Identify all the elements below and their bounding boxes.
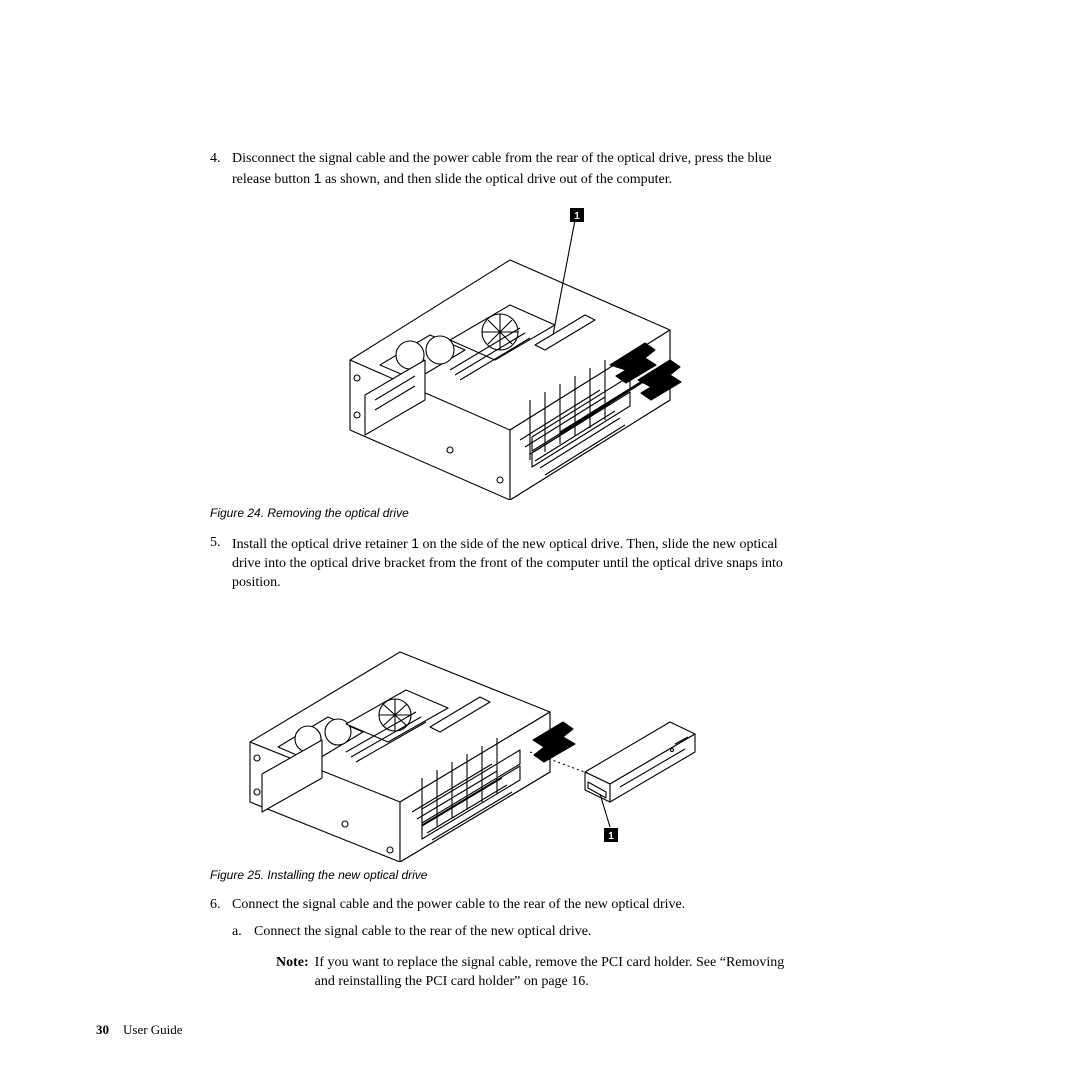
fig25-callout-label: 1	[608, 831, 614, 842]
step-6a: a. Connect the signal cable to the rear …	[232, 923, 790, 992]
note-body: If you want to replace the signal cable,…	[315, 954, 790, 992]
footer-title: User Guide	[123, 1022, 183, 1037]
figure-25-caption: Figure 25. Installing the new optical dr…	[210, 868, 790, 882]
note: Note: If you want to replace the signal …	[276, 954, 790, 992]
page: 4. Disconnect the signal cable and the p…	[0, 0, 1080, 1080]
page-number: 30	[96, 1022, 109, 1037]
figure-24-illustration: 1	[210, 200, 790, 500]
step-4-body: Disconnect the signal cable and the powe…	[232, 150, 790, 190]
figure-25: 1 Figure 25. Installing the new optical …	[210, 602, 790, 882]
step-5-callout: 1	[411, 535, 419, 551]
step-4: 4. Disconnect the signal cable and the p…	[210, 150, 790, 190]
optical-drive-remove-svg: 1	[300, 200, 700, 500]
step-6-text: Connect the signal cable and the power c…	[232, 897, 685, 912]
fig24-callout-label: 1	[574, 211, 580, 222]
content-column: 4. Disconnect the signal cable and the p…	[210, 150, 790, 992]
step-5-num: 5.	[210, 534, 232, 593]
step-6a-body: Connect the signal cable to the rear of …	[254, 923, 790, 992]
figure-25-illustration: 1	[210, 602, 790, 862]
step-6: 6. Connect the signal cable and the powe…	[210, 896, 790, 992]
note-label: Note:	[276, 954, 309, 992]
figure-24: 1 Figure 24. Removing the optical drive	[210, 200, 790, 520]
step-5-text-a: Install the optical drive retainer	[232, 537, 411, 552]
step-6-num: 6.	[210, 896, 232, 992]
step-6-body: Connect the signal cable and the power c…	[232, 896, 790, 992]
figure-24-caption: Figure 24. Removing the optical drive	[210, 506, 790, 520]
optical-drive-install-svg: 1	[230, 602, 700, 862]
step-5: 5. Install the optical drive retainer 1 …	[210, 534, 790, 593]
step-4-num: 4.	[210, 150, 232, 190]
step-5-body: Install the optical drive retainer 1 on …	[232, 534, 790, 593]
step-4-text-b: as shown, and then slide the optical dri…	[321, 172, 672, 187]
page-footer: 30 User Guide	[96, 1022, 183, 1038]
step-6a-num: a.	[232, 923, 254, 992]
step-6a-text: Connect the signal cable to the rear of …	[254, 924, 591, 939]
